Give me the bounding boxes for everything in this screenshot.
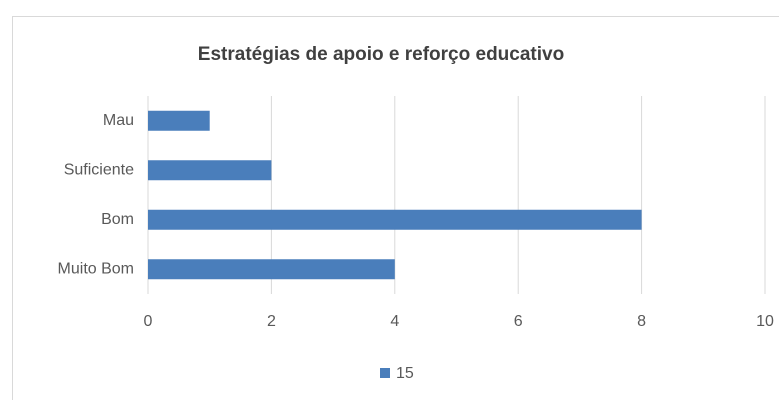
y-tick-label: Mau <box>103 112 134 129</box>
y-tick-label: Suficiente <box>64 161 134 178</box>
x-tick-label: 0 <box>144 313 153 330</box>
bar <box>148 160 272 181</box>
legend-label: 15 <box>396 365 414 382</box>
x-tick-label: 2 <box>267 313 276 330</box>
bar <box>148 110 210 131</box>
x-tick-label: 4 <box>390 313 399 330</box>
chart-border <box>12 16 779 400</box>
y-tick-label: Muito Bom <box>58 260 134 277</box>
bar <box>148 259 395 280</box>
bar <box>148 209 642 230</box>
y-tick-label: Bom <box>101 211 134 228</box>
x-tick-label: 6 <box>514 313 523 330</box>
x-tick-label: 10 <box>756 313 774 330</box>
legend-swatch <box>380 368 390 378</box>
x-tick-label: 8 <box>637 313 646 330</box>
chart-title: Estratégias de apoio e reforço educativo <box>198 44 564 65</box>
